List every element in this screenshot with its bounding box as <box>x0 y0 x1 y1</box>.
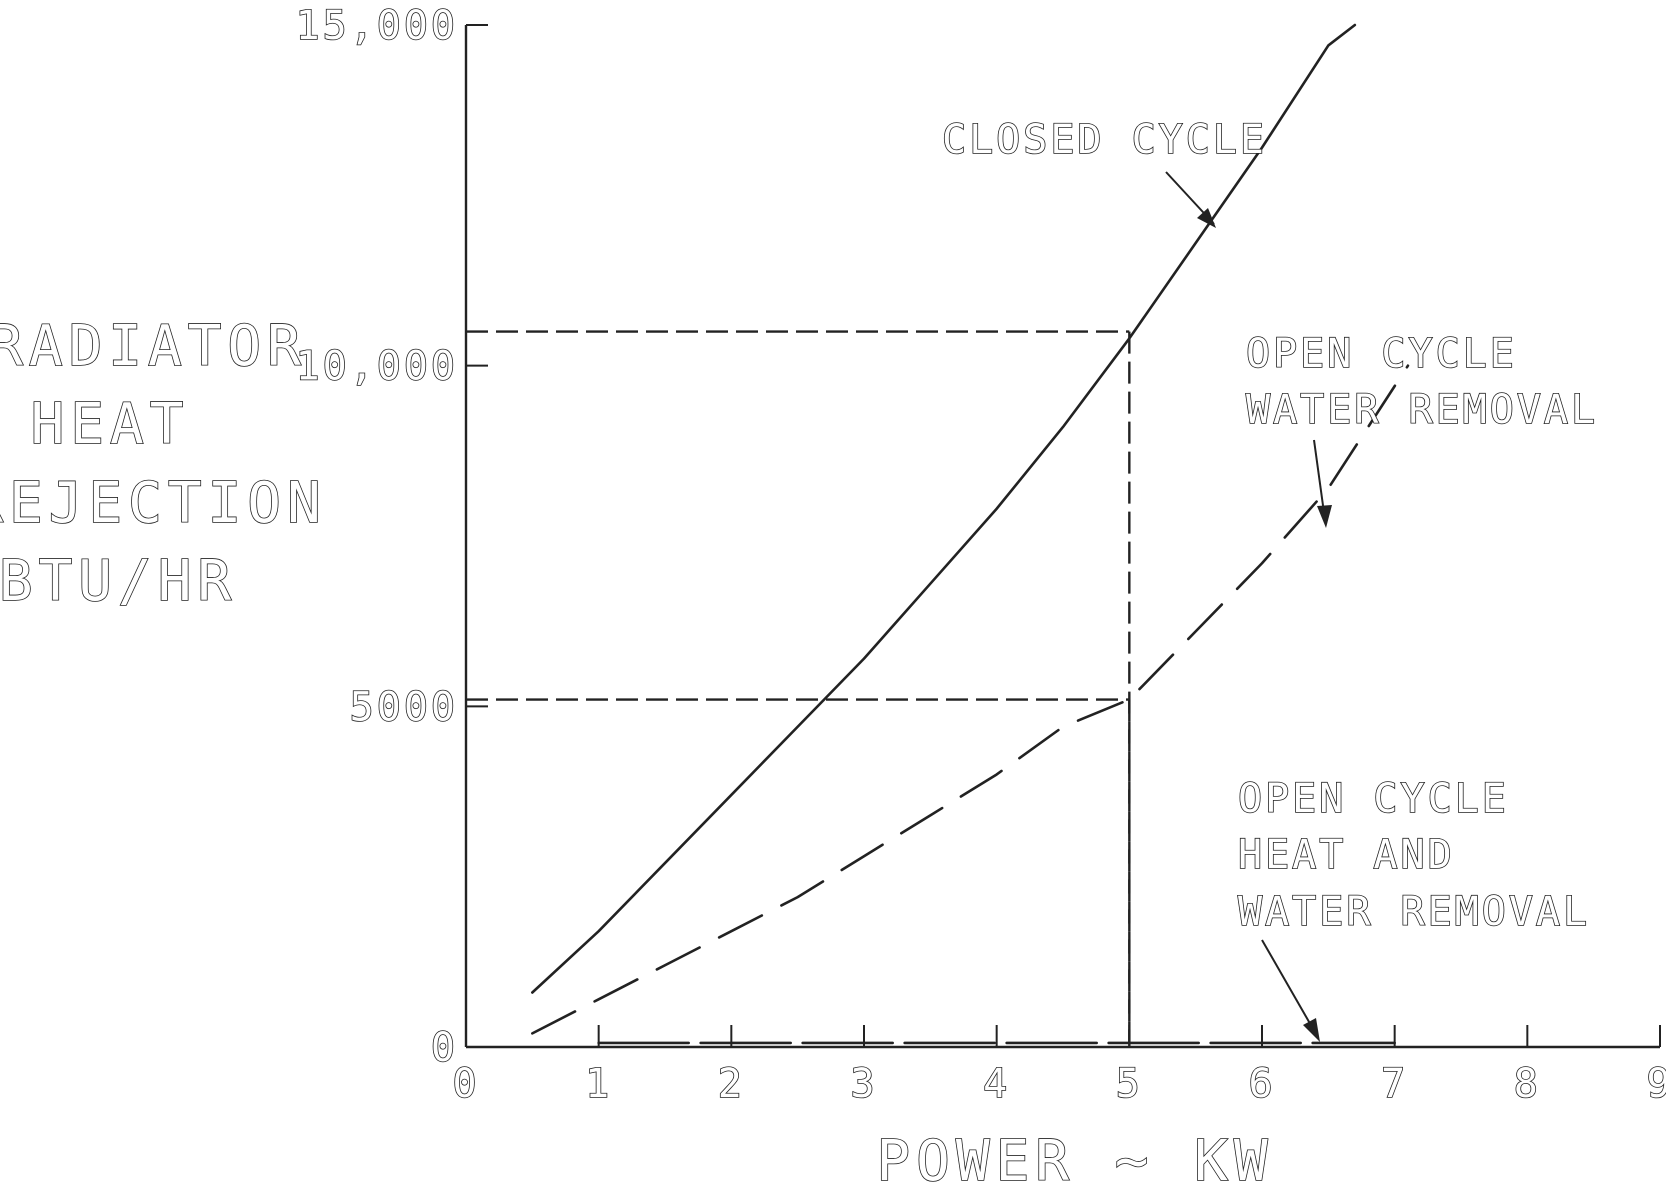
x-tick-label: 1 <box>585 1061 612 1107</box>
annotation-open-cycle-water: OPEN CYCLE WATER REMOVAL <box>1245 330 1598 528</box>
annotation-closed-cycle-arrowhead <box>1197 208 1216 228</box>
x-tick-label: 0 <box>452 1061 479 1107</box>
annotation-open-cycle-water-arrowhead <box>1317 505 1332 528</box>
y-ticks: 0 5000 10,000 15,000 <box>295 2 488 1072</box>
annotation-open-cycle-heat-water-line-2: HEAT AND <box>1238 832 1455 878</box>
x-tick-label: 7 <box>1381 1061 1408 1107</box>
x-tick-label: 9 <box>1646 1061 1666 1107</box>
x-ticks: 0 1 2 3 4 5 6 7 8 9 <box>452 1025 1666 1108</box>
annotation-open-cycle-heat-water-line-1: OPEN CYCLE <box>1238 776 1509 822</box>
annotation-closed-cycle: CLOSED CYCLE <box>941 116 1267 228</box>
x-tick-label: 3 <box>850 1061 877 1107</box>
y-axis-label-line-1: RADIATOR <box>0 314 307 379</box>
annotation-open-cycle-water-line-1: OPEN CYCLE <box>1246 331 1517 377</box>
y-tick-label: 10,000 <box>296 344 459 390</box>
x-tick-label: 2 <box>718 1061 745 1107</box>
y-tick-label: 0 <box>431 1025 458 1071</box>
annotation-closed-cycle-text: CLOSED CYCLE <box>942 117 1267 163</box>
y-axis-label-line-3: REJECTION <box>0 471 327 536</box>
x-tick-label: 8 <box>1514 1061 1541 1107</box>
annotation-open-cycle-heat-water-line-3: WATER REMOVAL <box>1238 889 1590 935</box>
y-axis-label-line-2: HEAT <box>31 392 190 457</box>
series-line-0 <box>531 23 1357 994</box>
y-axis-label-line-4: BTU/HR <box>0 549 237 614</box>
x-axis-label: POWER ~ KW <box>876 1129 1273 1194</box>
series-layer <box>531 23 1410 1045</box>
x-tick-label: 5 <box>1116 1061 1143 1107</box>
y-tick-label: 5000 <box>350 684 458 730</box>
x-tick-label: 4 <box>983 1061 1010 1107</box>
annotation-open-cycle-water-line-2: WATER REMOVAL <box>1246 387 1598 433</box>
y-axis-label: RADIATOR HEAT REJECTION BTU/HR <box>0 313 327 615</box>
x-tick-label: 6 <box>1248 1061 1275 1107</box>
axes <box>464 25 1660 1049</box>
annotation-open-cycle-heat-water-arrowhead <box>1303 1018 1320 1042</box>
series-line-1 <box>531 364 1410 1035</box>
y-tick-label: 15,000 <box>296 3 459 49</box>
reference-lines <box>466 330 1131 1047</box>
annotation-open-cycle-heat-water-arrow <box>1261 939 1317 1035</box>
annotation-open-cycle-heat-water: OPEN CYCLE HEAT AND WATER REMOVAL <box>1237 775 1590 1042</box>
